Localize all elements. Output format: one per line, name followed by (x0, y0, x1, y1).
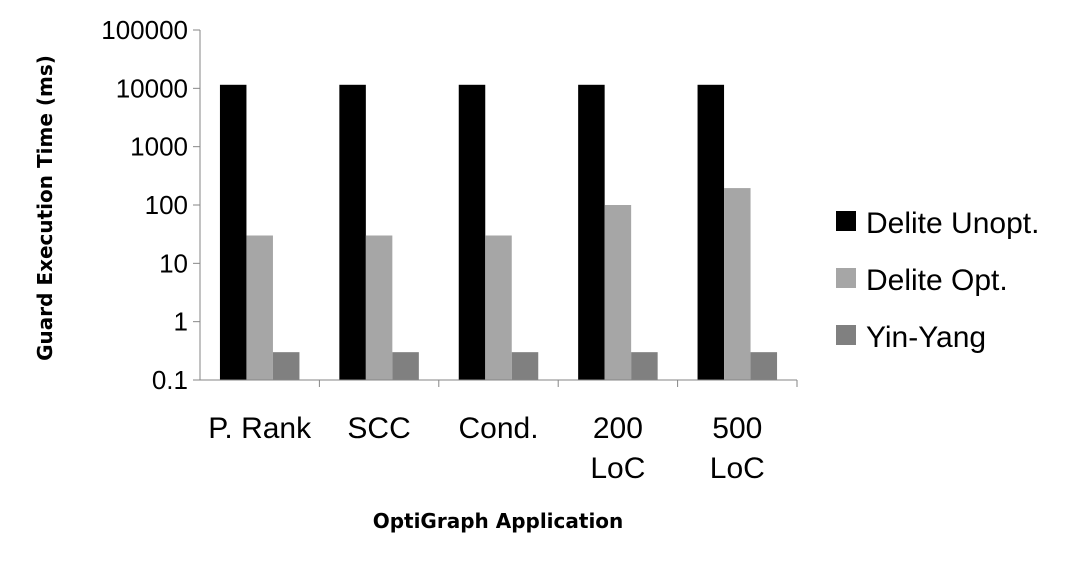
bar-yin-yang (511, 352, 539, 380)
y-axis-ticks: 100000 10000 1000 100 10 1 0.1 (101, 15, 200, 395)
x-axis-tick-labels: P. Rank SCC Cond. 200 LoC 500 LoC (208, 412, 765, 485)
legend-swatch (836, 325, 856, 345)
legend-label: Yin-Yang (866, 321, 986, 354)
y-tick-label: 1000 (130, 132, 188, 162)
legend-label: Delite Opt. (866, 264, 1008, 297)
bar-delite-unopt (339, 84, 366, 380)
y-axis-title: Guard Execution Time (ms) (33, 55, 57, 361)
x-tick-label: SCC (347, 412, 410, 445)
bar-delite-opt (724, 188, 751, 380)
bar-delite-unopt (219, 84, 247, 380)
x-tick-label: 200 LoC (590, 412, 645, 485)
bar-delite-opt (365, 235, 393, 380)
y-tick-label: 10000 (116, 73, 188, 103)
bar-delite-unopt (458, 84, 486, 380)
bar-yin-yang (750, 352, 778, 380)
y-tick-label: 10 (159, 248, 188, 278)
legend-label: Delite Unopt. (866, 207, 1039, 240)
bars (219, 84, 778, 380)
x-axis-title: OptiGraph Application (373, 509, 624, 533)
y-tick-label: 0.1 (152, 365, 188, 395)
bar-delite-opt (246, 235, 273, 380)
x-tick-label: 500 LoC (710, 412, 765, 485)
y-tick-label: 100000 (101, 15, 188, 45)
x-tick-label: P. Rank (208, 412, 312, 445)
bar-delite-opt (485, 235, 512, 380)
y-tick-label: 1 (174, 307, 188, 337)
x-tick-label: Cond. (458, 412, 538, 445)
legend-swatch (836, 211, 856, 231)
bar-delite-unopt (697, 84, 725, 380)
y-tick-label: 100 (145, 190, 188, 220)
legend: Delite Unopt. Delite Opt. Yin-Yang (836, 207, 1039, 354)
bar-delite-unopt (578, 84, 605, 380)
bar-delite-opt (604, 205, 632, 380)
legend-swatch (836, 268, 856, 288)
bar-yin-yang (631, 352, 658, 380)
axes (199, 30, 798, 387)
bar-yin-yang (272, 352, 300, 380)
bar-yin-yang (392, 352, 419, 380)
